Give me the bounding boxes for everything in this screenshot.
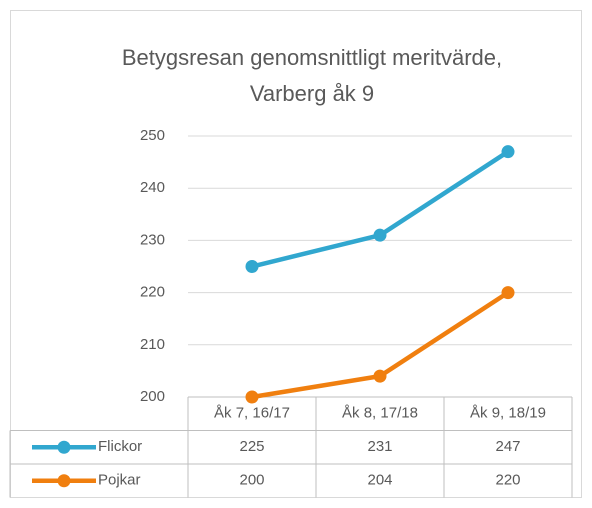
marker [373, 228, 387, 242]
x-tick-label: Åk 8, 17/18 [342, 405, 418, 422]
chart-title: Varberg åk 9 [250, 81, 374, 106]
marker [373, 369, 387, 383]
marker [245, 390, 259, 404]
y-tick-label: 250 [140, 127, 165, 144]
table-value: 204 [367, 472, 392, 489]
marker [245, 260, 259, 273]
y-tick-label: 240 [140, 179, 165, 196]
legend-label: Pojkar [98, 472, 141, 489]
legend-swatch [57, 440, 71, 454]
table-value: 247 [495, 438, 520, 455]
table-value: 225 [239, 438, 264, 455]
marker [501, 145, 515, 159]
y-tick-label: 210 [140, 336, 165, 353]
y-tick-label: 230 [140, 231, 165, 248]
table-value: 231 [367, 438, 392, 455]
marker [501, 286, 515, 300]
chart-title: Betygsresan genomsnittligt meritvärde, [122, 45, 502, 70]
table-value: 220 [495, 472, 520, 489]
x-tick-label: Åk 7, 16/17 [214, 405, 290, 422]
x-tick-label: Åk 9, 18/19 [470, 405, 546, 422]
y-tick-label: 220 [140, 284, 165, 301]
table-value: 200 [239, 472, 264, 489]
legend-label: Flickor [98, 438, 142, 455]
legend-swatch [57, 474, 71, 488]
y-tick-label: 200 [140, 388, 165, 405]
